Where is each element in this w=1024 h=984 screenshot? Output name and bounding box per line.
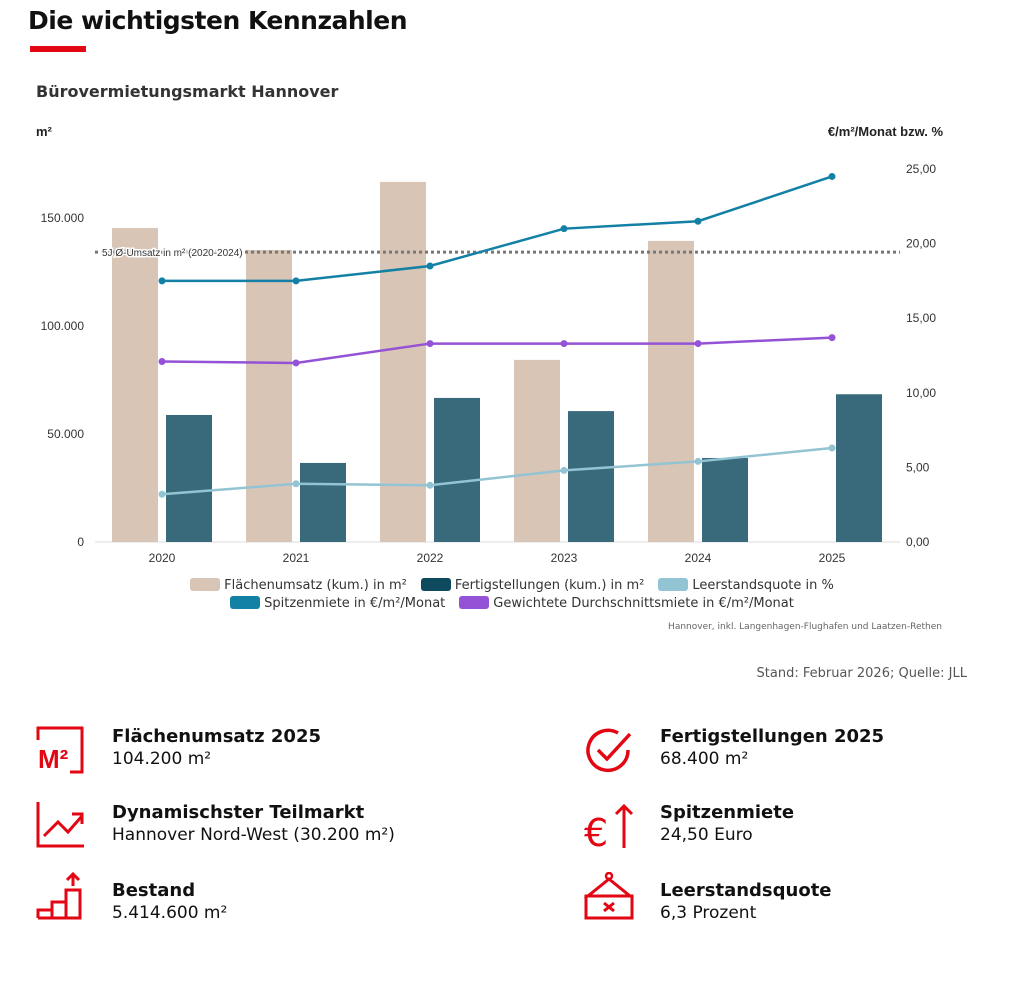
kpi-fertigstellungen: Fertigstellungen 2025 68.400 m² [584,726,884,776]
left-tick-label: 50.000 [47,427,84,441]
legend-item: Flächenumsatz (kum.) in m² [190,578,407,593]
reference-line-label: 5J Ø-Umsatz in m² (2020-2024) [102,248,243,259]
line-point [694,340,702,348]
line-point [426,481,434,489]
stairs-up-icon [36,872,82,920]
line-point [292,480,300,488]
line-point [426,262,434,270]
kpi-label: Flächenumsatz 2025 [112,726,321,747]
kpi-value: 5.414.600 m² [112,903,228,923]
line-point [560,225,568,233]
right-tick-label: 0,00 [906,535,930,549]
kpi-label: Leerstandsquote [660,880,832,901]
line-point [158,277,166,285]
legend-item: Fertigstellungen (kum.) in m² [420,578,644,593]
x-tick-label: 2022 [417,551,444,565]
bar-fertigstellungen [300,462,346,542]
left-tick-label: 150.000 [41,211,85,225]
bar-flaechenumsatz [112,227,158,542]
bar-fertigstellungen [434,397,480,542]
euro-up-icon: € [584,803,634,852]
kpi-teilmarkt: Dynamischster Teilmarkt Hannover Nord-Wes… [36,802,395,852]
left-axis-label: m² [36,124,53,139]
legend-item: Gewichtete Durchschnittsmiete in €/m²/Mo… [459,596,794,611]
kpi-spitzenmiete: € Spitzenmiete 24,50 Euro [584,802,794,852]
bar-flaechenumsatz [380,181,426,542]
x-tick-label: 2020 [149,551,176,565]
line-point [560,466,568,474]
line-point [158,357,166,365]
x-tick-label: 2025 [819,551,846,565]
kpi-value: 104.200 m² [112,749,212,769]
left-tick-label: 0 [77,535,84,549]
right-tick-label: 15,00 [906,311,936,325]
source-note: Stand: Februar 2026; Quelle: JLL [756,666,967,681]
legend-item: Spitzenmiete in €/m²/Monat [230,596,445,611]
svg-text:M²: M² [38,744,69,774]
left-tick-label: 100.000 [41,319,85,333]
bar-flaechenumsatz [648,240,694,542]
line-point [292,359,300,367]
right-tick-label: 25,00 [906,162,936,176]
trend-chart-icon [36,802,84,848]
kpi-value: 68.400 m² [660,749,749,769]
kpi-label: Bestand [112,880,196,901]
kpi-value: 6,3 Prozent [660,903,757,923]
kpi-flaechenumsatz: M² Flächenumsatz 2025 104.200 m² [36,726,321,776]
line-point [694,457,702,465]
line-series-2 [161,446,833,496]
line-point [828,334,836,342]
m2-icon: M² [36,726,84,774]
kpi-leerstand: Leerstandsquote 6,3 Prozent [584,872,832,923]
line-point [694,217,702,225]
vacant-sign-icon [584,872,634,920]
kpi-label: Dynamischster Teilmarkt [112,802,365,823]
kpi-bestand: Bestand 5.414.600 m² [36,872,228,923]
line-point [158,490,166,498]
legend-item: Leerstandsquote in % [658,578,834,593]
right-tick-label: 20,00 [906,237,936,251]
kpi-value: Hannover Nord-West (30.200 m²) [112,825,395,845]
right-axis-label: €/m²/Monat bzw. % [828,124,944,139]
line-point [560,340,568,348]
chart: m² €/m²/Monat bzw. % 0 50.000 100.000 150.000… [36,124,944,565]
line-series-3 [162,175,833,283]
line-point [426,340,434,348]
bar-fertigstellungen [702,457,748,542]
chart-subtitle: Bürovermietungsmarkt Hannover [36,82,339,101]
bar-fertigstellungen [836,394,882,542]
kpi-label: Fertigstellungen 2025 [660,726,885,747]
line-series-4 [161,336,833,365]
kpi-value: 24,50 Euro [660,825,753,845]
check-icon [586,728,632,773]
right-tick-label: 5,00 [906,460,930,474]
title-underline [30,46,86,52]
right-tick-label: 10,00 [906,386,936,400]
bar-flaechenumsatz [246,249,292,542]
legend-row-1: Flächenumsatz (kum.) in m² Fertigstellun… [0,578,1024,593]
x-tick-label: 2021 [283,551,310,565]
svg-text:€: € [584,811,608,852]
bar-fertigstellungen [166,414,212,542]
line-point [292,277,300,285]
x-tick-label: 2023 [551,551,578,565]
chart-note: Hannover, inkl. Langenhagen-Flughafen un… [668,622,942,632]
bar-flaechenumsatz [514,359,560,542]
line-point [828,172,836,180]
line-point [828,444,836,452]
bar-fertigstellungen [568,411,614,542]
x-tick-label: 2024 [685,551,712,565]
legend-row-2: Spitzenmiete in €/m²/Monat Gewichtete Du… [0,596,1024,611]
kpi-label: Spitzenmiete [660,802,795,823]
page-title: Die wichtigsten Kennzahlen [28,6,408,35]
